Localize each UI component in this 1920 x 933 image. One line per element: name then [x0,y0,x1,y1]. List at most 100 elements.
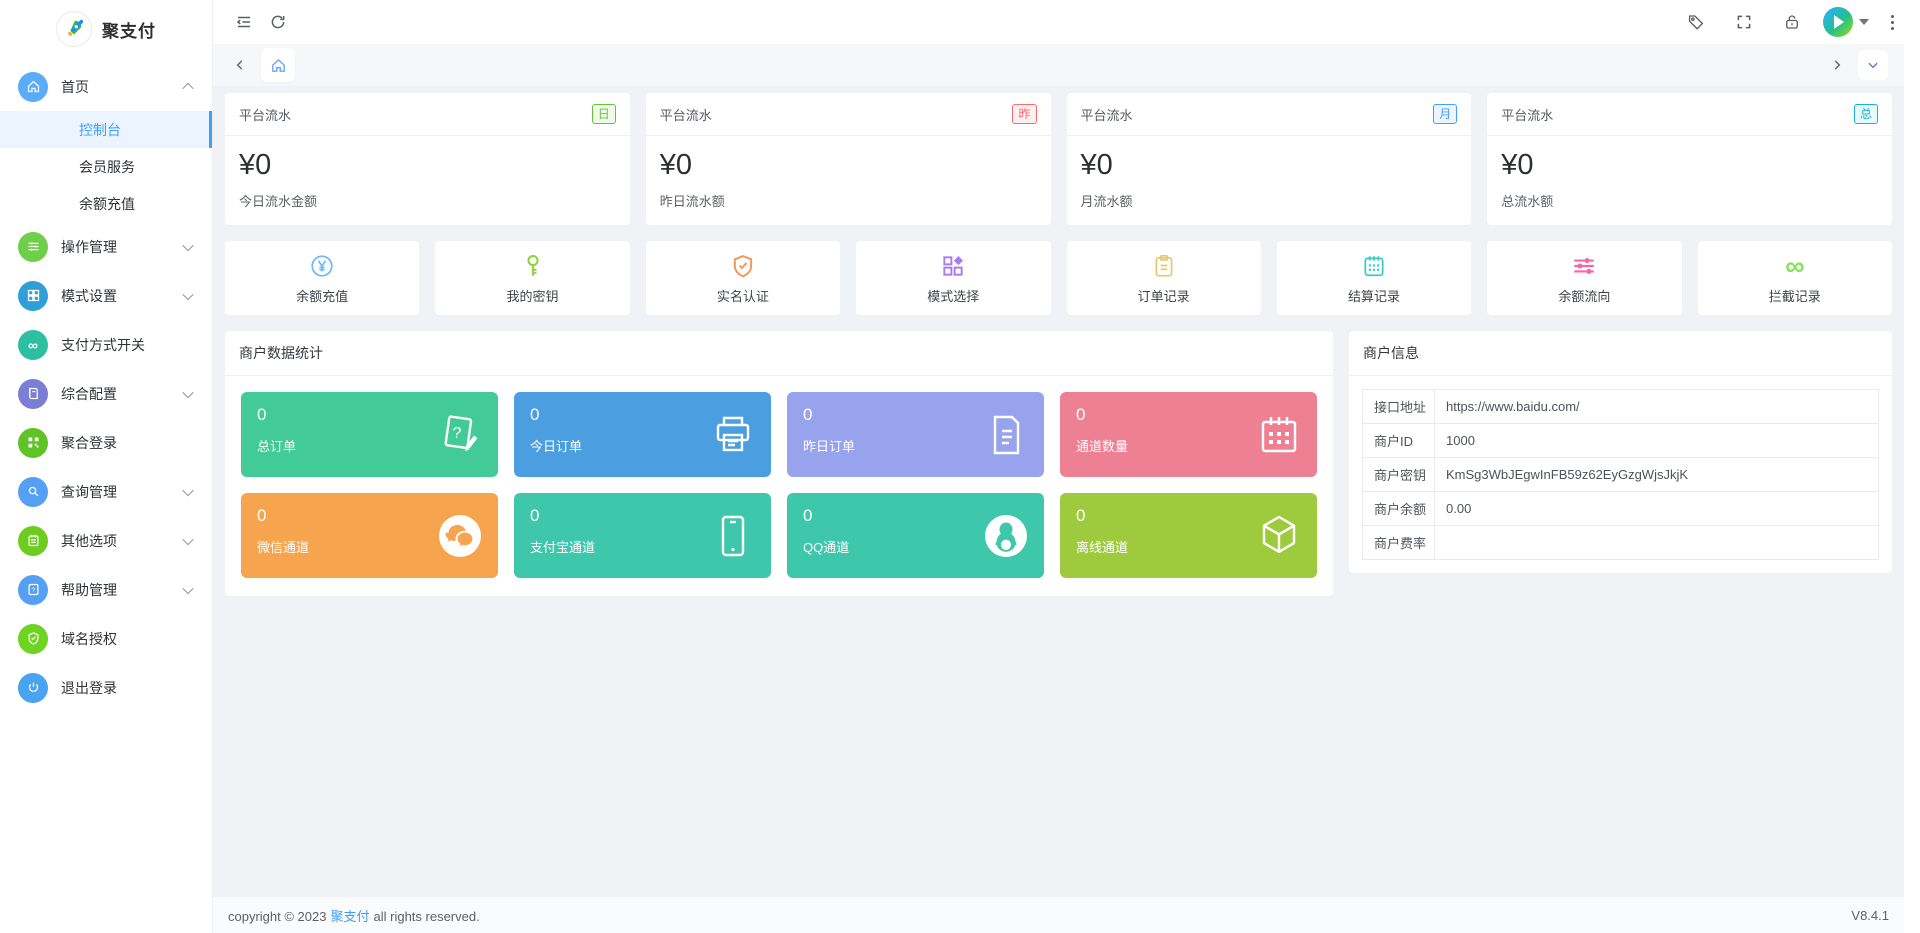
stat-label: 月流水额 [1080,194,1133,209]
quick-action-label: 模式选择 [927,289,980,304]
sidebar-item-mode-settings[interactable]: 模式设置 [0,271,212,320]
chevron-down-icon [182,386,194,398]
page-body: 平台流水 日 ¥0 今日流水金额 平台流水 昨 [213,44,1904,933]
sidebar-item-help-management[interactable]: ? 帮助管理 [0,565,212,614]
sidebar-subitem-console[interactable]: 控制台 [0,111,212,148]
doc-question-icon: ? [18,574,48,605]
tile-total-orders[interactable]: 0 总订单 ? [241,392,498,477]
tile-label: 今日订单 [530,439,583,454]
quick-action-label: 拦截记录 [1768,289,1821,304]
sidebar-item-query-management[interactable]: 查询管理 [0,467,212,516]
sidebar-item-other-options[interactable]: 其他选项 [0,516,212,565]
tile-offline-channel[interactable]: 0 离线通道 [1060,493,1317,578]
stat-label: 今日流水金额 [239,194,318,209]
calendar-icon [1255,411,1303,459]
quick-actions-row: 余额充值 我的密钥 实名认证 [225,241,1892,315]
chevron-left-icon[interactable] [229,54,251,76]
infinity-icon: ∞ [1785,251,1805,281]
sidebar-item-label: 首页 [61,78,89,95]
tile-value: 0 [530,405,540,424]
quick-action-label: 我的密钥 [506,289,559,304]
sidebar-item-logout[interactable]: 退出登录 [0,663,212,712]
info-value-api-url: https://www.baidu.com/ [1434,389,1879,424]
chevron-down-icon [182,484,194,496]
sidebar-item-label: 模式设置 [61,287,117,304]
tile-label: QQ通道 [803,540,850,555]
chevron-up-icon [182,82,194,94]
table-row: 商户余额 0.00 [1362,491,1879,526]
stat-card-title: 平台流水 [239,107,292,123]
tabbar [213,44,1904,86]
quick-action-label: 订单记录 [1137,289,1190,304]
wechat-icon [436,512,484,560]
tile-label: 支付宝通道 [530,540,596,555]
sidebar-item-operations[interactable]: 操作管理 [0,222,212,271]
sidebar-item-label: 支付方式开关 [61,336,145,353]
footer-brand-link[interactable]: 聚支付 [330,908,370,924]
sidebar-item-general-config[interactable]: 综合配置 [0,369,212,418]
user-menu[interactable] [1823,7,1869,37]
search-icon [18,476,48,507]
quick-action-mode-select[interactable]: 模式选择 [856,241,1051,315]
tile-wechat-channel[interactable]: 0 微信通道 [241,493,498,578]
tile-value: 0 [257,405,267,424]
sidebar-subitem-balance-recharge[interactable]: 余额充值 [79,195,135,212]
stat-value: ¥0 [239,149,272,181]
sidebar-nav: 首页 控制台 会员服务 余额充值 操作管理 模式设置 [0,58,212,712]
badge-yesterday: 昨 [1012,104,1037,124]
quick-action-order-records[interactable]: 订单记录 [1066,241,1261,315]
rocket-logo-icon [56,11,92,47]
table-row: 商户ID 1000 [1362,423,1879,458]
tile-label: 通道数量 [1076,439,1129,454]
tile-value: 0 [803,506,813,525]
sidebar-subitem-member-service[interactable]: 会员服务 [79,158,135,175]
tile-label: 总订单 [257,439,297,454]
tile-yesterday-orders[interactable]: 0 昨日订单 [787,392,1044,477]
table-row: 商户费率 [1362,525,1879,560]
footer-copyright-prefix: copyright © 2023 [228,908,327,924]
merchant-info-table: 接口地址 https://www.baidu.com/ 商户ID 1000 商户… [1362,389,1879,560]
lock-icon[interactable] [1775,5,1809,39]
tile-value: 0 [803,405,813,424]
tile-label: 离线通道 [1076,540,1129,555]
tile-today-orders[interactable]: 0 今日订单 [514,392,771,477]
info-label: 接口地址 [1362,389,1435,424]
tag-icon[interactable] [1679,5,1713,39]
fullscreen-icon[interactable] [1727,5,1761,39]
chevron-down-icon [182,239,194,251]
quick-action-real-name-auth[interactable]: 实名认证 [645,241,841,315]
quick-action-label: 余额充值 [296,289,349,304]
main-column: 平台流水 日 ¥0 今日流水金额 平台流水 昨 [213,0,1920,933]
home-tab[interactable] [261,48,295,82]
tile-channel-count[interactable]: 0 通道数量 [1060,392,1317,477]
sidebar-item-aggregate-login[interactable]: 聚合登录 [0,418,212,467]
tile-qq-channel[interactable]: 0 QQ通道 [787,493,1044,578]
table-row: 接口地址 https://www.baidu.com/ [1362,389,1879,424]
collapse-menu-icon[interactable] [227,5,261,39]
quick-action-balance-recharge[interactable]: 余额充值 [225,241,420,315]
topbar [213,0,1920,44]
clipboard-icon [1151,251,1177,281]
brand-name: 聚支付 [102,21,156,41]
stat-value: ¥0 [1501,149,1534,181]
book-icon [18,378,48,409]
tile-alipay-channel[interactable]: 0 支付宝通道 [514,493,771,578]
sidebar: 聚支付 首页 控制台 会员服务 余额充值 操作管理 [0,0,213,933]
more-menu-icon[interactable] [1883,11,1902,34]
chevron-right-icon[interactable] [1826,54,1848,76]
infinity-icon: ∞ [18,329,48,360]
stat-card-total: 平台流水 总 ¥0 总流水额 [1487,93,1892,225]
refresh-icon[interactable] [261,5,295,39]
merchant-stats-panel: 商户数据统计 0 总订单 ? 0 今日订单 [225,331,1333,596]
quick-action-intercept-records[interactable]: ∞ 拦截记录 [1697,241,1892,315]
tabs-dropdown-icon[interactable] [1858,50,1888,80]
quick-action-my-key[interactable]: 我的密钥 [435,241,630,315]
info-label: 商户ID [1362,423,1435,458]
sidebar-item-payment-switch[interactable]: ∞ 支付方式开关 [0,320,212,369]
sidebar-item-home[interactable]: 首页 [0,62,212,111]
quick-action-settlement-records[interactable]: 结算记录 [1276,241,1472,315]
quick-action-balance-flow[interactable]: 余额流向 [1487,241,1682,315]
sidebar-item-domain-auth[interactable]: 域名授权 [0,614,212,663]
qq-icon [982,512,1030,560]
